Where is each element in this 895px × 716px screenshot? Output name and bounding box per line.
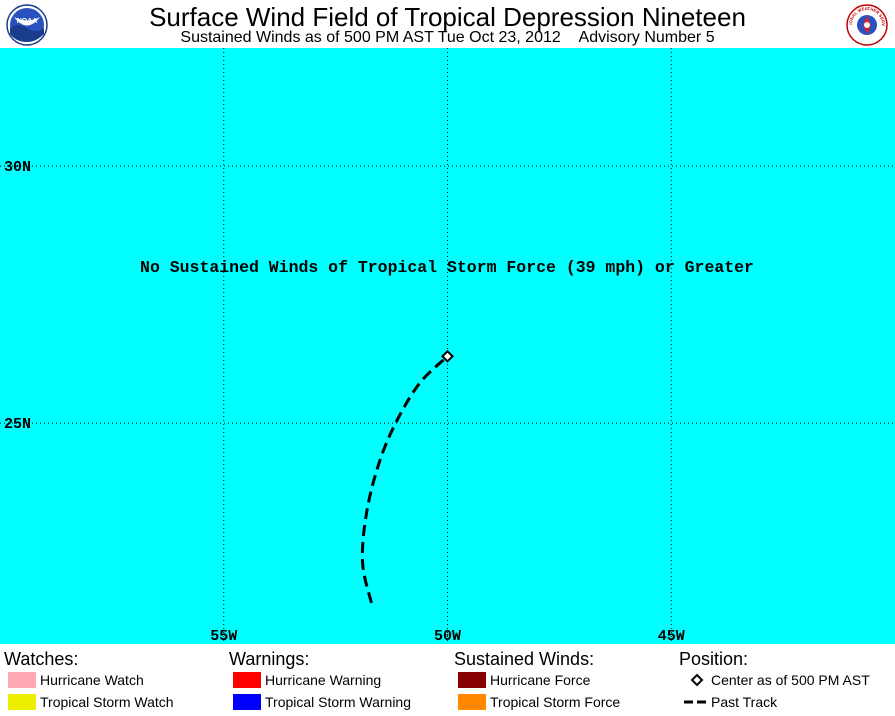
legend-winds-heading: Sustained Winds: <box>454 649 595 669</box>
hurricane-force-label: Hurricane Force <box>490 672 591 688</box>
legend-warnings-heading: Warnings: <box>229 649 310 669</box>
latitude-label: 25N <box>4 416 31 433</box>
hurricane-force-swatch <box>458 672 486 688</box>
tropical-storm-force-label: Tropical Storm Force <box>490 694 621 710</box>
hurricane-watch-swatch <box>8 672 36 688</box>
legend-watches: Watches: Hurricane Watch Tropical Storm … <box>4 644 224 716</box>
storm-center-marker <box>441 349 454 363</box>
latitude-label: 30N <box>4 159 31 176</box>
noaa-logo-text: NOAA <box>17 18 38 25</box>
hurricane-warning-swatch <box>233 672 261 688</box>
hurricane-watch-label: Hurricane Watch <box>40 672 144 688</box>
legend-item-hurricane-force: Hurricane Force <box>454 670 674 690</box>
tropical-storm-warning-swatch <box>233 694 261 710</box>
noaa-logo: NOAA <box>6 4 48 46</box>
longitude-label: 45W <box>658 628 685 644</box>
ocean-background <box>0 48 895 644</box>
past-track-label: Past Track <box>711 694 778 710</box>
wind-field-map: 55W 50W 45W 25N 30N No Sustained Winds of Tr… <box>0 48 895 644</box>
legend-sustained-winds: Sustained Winds: Hurricane Force Tropica… <box>454 644 674 716</box>
legend-item-tropical-storm-warning: Tropical Storm Warning <box>229 692 449 712</box>
page-subtitle: Sustained Winds as of 500 PM AST Tue Oct… <box>0 28 895 47</box>
nws-logo: NATIONAL WEATHER SERVICE <box>844 0 888 46</box>
tropical-storm-watch-swatch <box>8 694 36 710</box>
tropical-storm-warning-label: Tropical Storm Warning <box>265 694 412 710</box>
legend-warnings: Warnings: Hurricane Warning Tropical Sto… <box>229 644 449 716</box>
center-label: Center as of 500 PM AST <box>711 672 870 688</box>
legend-item-tropical-storm-watch: Tropical Storm Watch <box>4 692 224 712</box>
header: NOAA Surface Wind Field of Tropical Depr… <box>0 0 895 48</box>
legend-item-center: Center as of 500 PM AST <box>679 670 895 690</box>
legend-position: Position: Center as of 500 PM AST Past T… <box>679 644 891 716</box>
dashed-line-icon <box>684 700 710 704</box>
legend-position-heading: Position: <box>679 649 749 669</box>
no-winds-message: No Sustained Winds of Tropical Storm For… <box>140 258 754 277</box>
legend-item-past-track: Past Track <box>679 692 895 712</box>
subtitle-time: Sustained Winds as of 500 PM AST Tue Oct… <box>180 29 561 46</box>
legend-item-hurricane-warning: Hurricane Warning <box>229 670 449 690</box>
legend-item-hurricane-watch: Hurricane Watch <box>4 670 224 690</box>
tropical-storm-watch-label: Tropical Storm Watch <box>40 694 174 710</box>
graticule <box>0 48 895 644</box>
graticule-labels: 55W 50W 45W 25N 30N <box>4 159 685 644</box>
diamond-icon <box>690 673 704 687</box>
longitude-label: 55W <box>210 628 237 644</box>
tropical-storm-force-swatch <box>458 694 486 710</box>
legend-item-tropical-storm-force: Tropical Storm Force <box>454 692 674 712</box>
page-title: Surface Wind Field of Tropical Depressio… <box>149 2 746 32</box>
past-track-line <box>360 355 449 604</box>
center-diamond-icon <box>441 349 454 363</box>
hurricane-warning-label: Hurricane Warning <box>265 672 382 688</box>
longitude-label: 50W <box>434 628 461 644</box>
legend-watches-heading: Watches: <box>4 649 79 669</box>
subtitle-advisory: Advisory Number 5 <box>578 29 715 46</box>
legend: Watches: Hurricane Watch Tropical Storm … <box>0 644 895 716</box>
